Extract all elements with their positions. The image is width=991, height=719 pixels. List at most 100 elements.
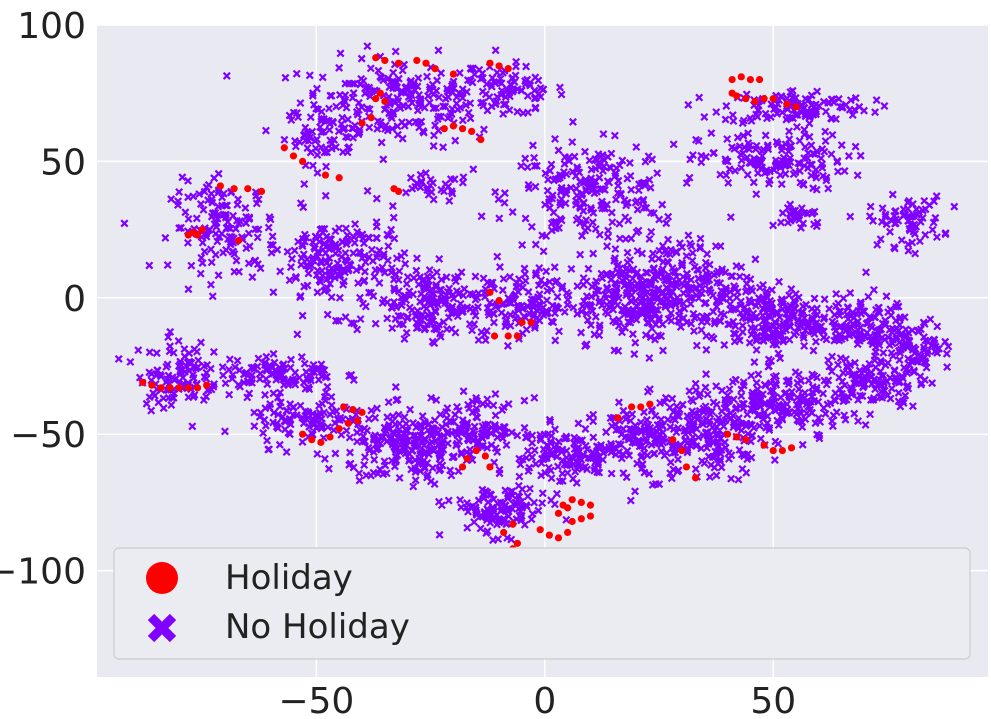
- no-holiday-point: [165, 347, 174, 356]
- no-holiday-point: [495, 263, 504, 271]
- no-holiday-point: [409, 482, 418, 491]
- holiday-point: [760, 95, 768, 103]
- no-holiday-point: [578, 231, 586, 240]
- no-holiday-point: [218, 363, 227, 372]
- no-holiday-point: [572, 184, 581, 193]
- no-holiday-point: [802, 300, 810, 309]
- no-holiday-point: [224, 223, 233, 232]
- no-holiday-point: [832, 289, 841, 298]
- no-holiday-point: [731, 166, 740, 175]
- no-holiday-point: [899, 374, 907, 383]
- holiday-point: [148, 381, 156, 389]
- no-holiday-point: [819, 327, 828, 336]
- no-holiday-point: [664, 276, 673, 285]
- no-holiday-point: [491, 302, 500, 311]
- holiday-point: [568, 496, 576, 504]
- no-holiday-point: [747, 298, 756, 307]
- no-holiday-point: [456, 103, 465, 112]
- no-holiday-point: [531, 459, 540, 468]
- no-holiday-point: [439, 102, 448, 111]
- no-holiday-point: [357, 54, 366, 63]
- no-holiday-point: [500, 189, 509, 198]
- no-holiday-point: [355, 469, 364, 478]
- no-holiday-point: [419, 127, 428, 135]
- holiday-point: [477, 135, 485, 144]
- no-holiday-point: [520, 396, 529, 405]
- no-holiday-point: [360, 239, 368, 248]
- no-holiday-point: [712, 471, 721, 480]
- no-holiday-point: [451, 277, 460, 286]
- no-holiday-point: [824, 376, 833, 385]
- x-tick-label: 0: [533, 681, 556, 719]
- no-holiday-point: [787, 387, 796, 396]
- no-holiday-point: [775, 321, 784, 330]
- no-holiday-point: [586, 203, 595, 212]
- no-holiday-point: [682, 179, 691, 188]
- no-holiday-point: [296, 401, 305, 410]
- holiday-point: [257, 187, 266, 196]
- no-holiday-point: [409, 274, 418, 282]
- no-holiday-point: [573, 309, 582, 318]
- no-holiday-point: [750, 314, 759, 322]
- no-holiday-point: [443, 87, 452, 96]
- no-holiday-point: [451, 136, 460, 145]
- no-holiday-point: [552, 489, 561, 498]
- no-holiday-point: [348, 93, 357, 102]
- no-holiday-point: [587, 165, 596, 174]
- no-holiday-point: [551, 175, 560, 184]
- no-holiday-point: [314, 375, 323, 384]
- no-holiday-point: [235, 366, 244, 375]
- holiday-point: [235, 236, 243, 245]
- no-holiday-point: [371, 413, 380, 422]
- no-holiday-point: [943, 363, 952, 372]
- no-holiday-point: [601, 444, 610, 453]
- no-holiday-point: [752, 190, 761, 199]
- no-holiday-point: [664, 212, 673, 221]
- no-holiday-point: [879, 385, 888, 394]
- no-holiday-point: [326, 136, 335, 145]
- no-holiday-point: [325, 268, 334, 277]
- no-holiday-point: [835, 330, 844, 339]
- no-holiday-point: [611, 195, 620, 204]
- no-holiday-point: [404, 436, 413, 445]
- no-holiday-point: [553, 462, 562, 471]
- no-holiday-point: [340, 124, 349, 132]
- no-holiday-point: [318, 422, 327, 431]
- no-holiday-point: [627, 425, 636, 434]
- no-holiday-point: [268, 232, 277, 241]
- no-holiday-point: [296, 199, 305, 208]
- no-holiday-point: [350, 238, 359, 247]
- no-holiday-point: [463, 523, 472, 532]
- no-holiday-point: [456, 299, 465, 308]
- no-holiday-point: [342, 426, 351, 435]
- no-holiday-point: [359, 299, 368, 308]
- no-holiday-point: [753, 385, 762, 394]
- no-holiday-point: [749, 423, 758, 432]
- no-holiday-point: [793, 110, 802, 119]
- no-holiday-point: [738, 119, 747, 128]
- no-holiday-point: [462, 422, 471, 431]
- no-holiday-point: [436, 329, 445, 338]
- no-holiday-point: [345, 460, 354, 469]
- no-holiday-point: [716, 242, 725, 251]
- holiday-point: [184, 231, 192, 239]
- no-holiday-point: [508, 208, 517, 216]
- no-holiday-point: [854, 417, 863, 426]
- no-holiday-point: [400, 249, 409, 258]
- no-holiday-point: [751, 145, 760, 154]
- no-holiday-point: [736, 308, 745, 317]
- no-holiday-point: [787, 141, 796, 150]
- no-holiday-point: [546, 437, 555, 446]
- holiday-point: [394, 59, 403, 67]
- no-holiday-point: [403, 427, 412, 436]
- no-holiday-point: [273, 393, 282, 402]
- no-holiday-point: [716, 170, 725, 179]
- no-holiday-point: [753, 169, 762, 178]
- no-holiday-point: [361, 89, 369, 98]
- no-holiday-point: [776, 171, 785, 180]
- no-holiday-point: [320, 239, 329, 248]
- no-holiday-point: [303, 255, 312, 264]
- no-holiday-point: [714, 441, 723, 450]
- no-holiday-point: [901, 391, 910, 400]
- no-holiday-point: [796, 159, 805, 168]
